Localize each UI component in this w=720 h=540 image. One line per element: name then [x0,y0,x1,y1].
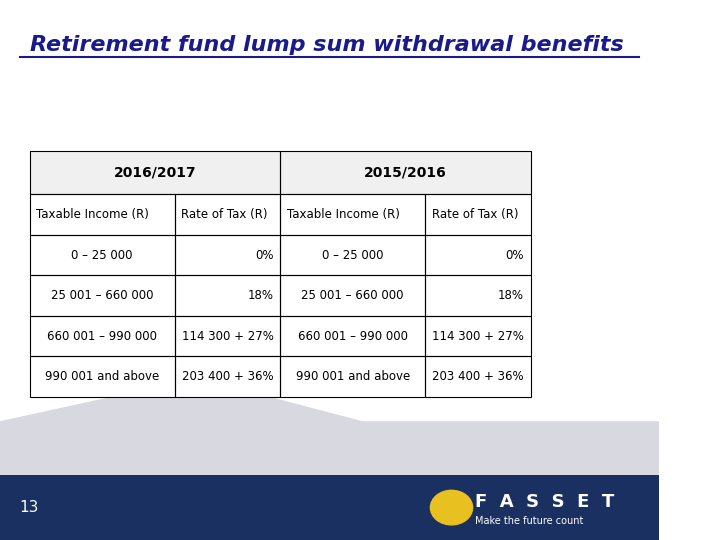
Bar [30,194,175,235]
Text: 660 001 – 990 000: 660 001 – 990 000 [297,329,408,343]
Bar [30,316,175,356]
Text: 0%: 0% [505,248,524,262]
Text: 13: 13 [19,500,39,515]
Bar [175,356,280,397]
Bar [30,316,175,356]
Text: 0 – 25 000: 0 – 25 000 [322,248,383,262]
Bar [280,316,425,356]
Bar [30,194,175,235]
Bar [425,356,531,397]
Bar [280,151,531,194]
Bar [175,235,280,275]
Circle shape [431,490,472,525]
Bar [0,475,659,540]
Text: 2016/2017: 2016/2017 [114,166,197,180]
Bar [280,275,425,316]
Bar [175,316,280,356]
Bar [425,275,531,316]
Bar [175,194,280,235]
Bar [425,235,531,275]
Text: 0 – 25 000: 0 – 25 000 [71,248,133,262]
Bar [280,356,425,397]
Text: Taxable Income (R): Taxable Income (R) [36,208,149,221]
Bar [30,151,280,194]
Bar [425,316,531,356]
Bar [30,235,175,275]
Bar [175,194,280,235]
Bar [425,316,531,356]
Bar [280,356,425,397]
Text: 990 001 and above: 990 001 and above [295,370,410,383]
Bar [175,275,280,316]
Bar [30,275,175,316]
Text: 203 400 + 36%: 203 400 + 36% [182,370,274,383]
Bar [425,235,531,275]
Bar [30,356,175,397]
Text: F  A  S  S  E  T: F A S S E T [474,493,614,511]
Text: Make the future count: Make the future count [474,516,583,526]
Bar [30,235,175,275]
Bar [280,235,425,275]
Text: 18%: 18% [498,289,524,302]
Text: Rate of Tax (R): Rate of Tax (R) [181,208,268,221]
Bar [280,316,425,356]
Bar [425,194,531,235]
Bar [175,316,280,356]
Bar [425,356,531,397]
Bar [280,275,425,316]
Text: 0%: 0% [255,248,274,262]
Text: 203 400 + 36%: 203 400 + 36% [433,370,524,383]
Text: 2015/2016: 2015/2016 [364,166,446,180]
Bar [30,356,175,397]
Text: Rate of Tax (R): Rate of Tax (R) [432,208,518,221]
Polygon shape [0,378,659,540]
Bar [175,356,280,397]
Bar [425,194,531,235]
Bar [30,275,175,316]
Bar [280,151,531,194]
Text: 25 001 – 660 000: 25 001 – 660 000 [51,289,153,302]
Text: 660 001 – 990 000: 660 001 – 990 000 [48,329,157,343]
Bar [280,194,425,235]
Text: 114 300 + 27%: 114 300 + 27% [432,329,524,343]
Bar [280,194,425,235]
Text: 114 300 + 27%: 114 300 + 27% [181,329,274,343]
Bar [30,151,280,194]
Text: Retirement fund lump sum withdrawal benefits: Retirement fund lump sum withdrawal bene… [30,35,624,55]
Bar [175,275,280,316]
Bar [425,275,531,316]
Bar [280,235,425,275]
Text: 25 001 – 660 000: 25 001 – 660 000 [302,289,404,302]
Text: 18%: 18% [248,289,274,302]
Text: 990 001 and above: 990 001 and above [45,370,159,383]
Bar [175,235,280,275]
Text: Taxable Income (R): Taxable Income (R) [287,208,400,221]
